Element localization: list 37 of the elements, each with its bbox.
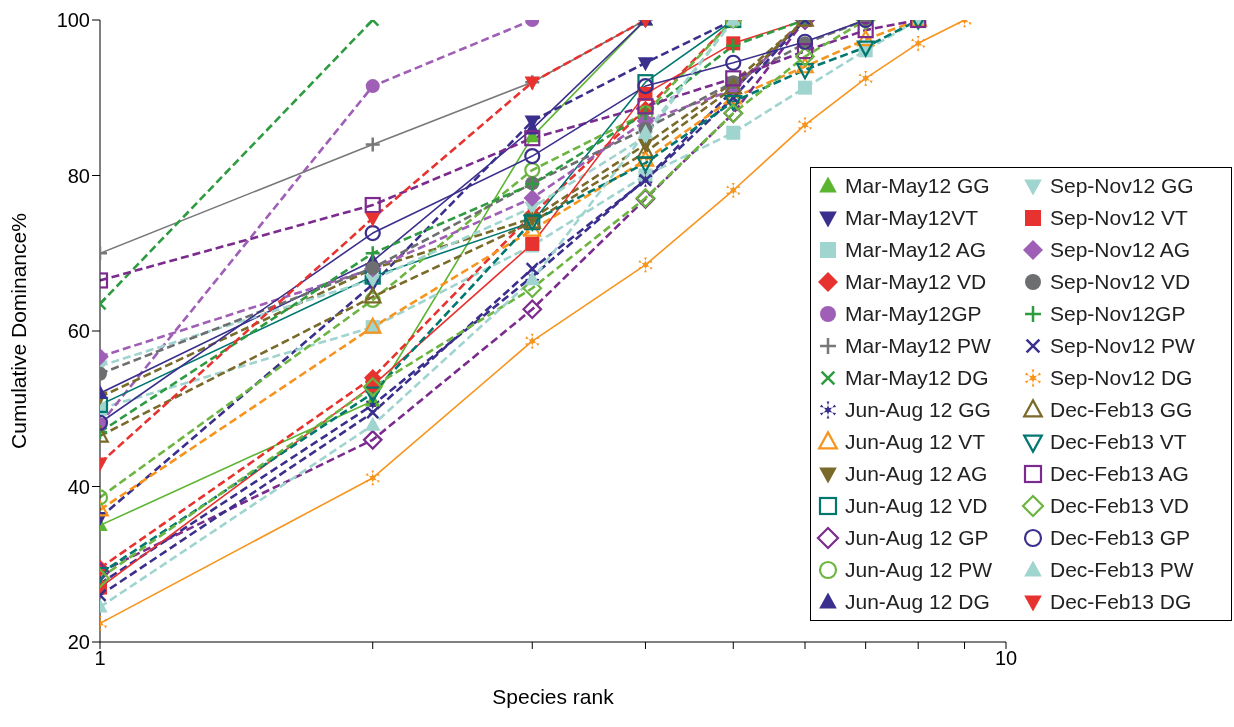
legend-label: Jun-Aug 12 GG [845, 398, 991, 422]
legend-label: Dec-Feb13 AG [1050, 462, 1189, 486]
legend-label: Sep-Nov12 VD [1050, 270, 1191, 294]
legend-label: Dec-Feb13 VD [1050, 494, 1189, 518]
y-tick-label: 60 [67, 320, 90, 343]
legend-label: Sep-Nov12 VT [1050, 206, 1188, 230]
legend-label: Dec-Feb13 GP [1050, 526, 1191, 550]
y-axis-title: Cumulative Dominance% [7, 213, 30, 449]
x-tick-label: 1 [94, 647, 106, 670]
legend-label: Jun-Aug 12 AG [845, 462, 988, 486]
legend-label: Jun-Aug 12 DG [845, 590, 990, 614]
legend-label: Sep-Nov12 PW [1050, 334, 1195, 358]
legend-label: Dec-Feb13 GG [1050, 398, 1193, 422]
y-tick-label: 100 [56, 9, 90, 32]
x-tick-label: 10 [994, 647, 1018, 670]
legend-label: Dec-Feb13 PW [1050, 558, 1194, 582]
y-tick-label: 20 [67, 631, 90, 654]
legend-label: Mar-May12VT [845, 206, 979, 230]
legend-label: Mar-May12GP [845, 302, 982, 326]
legend-label: Jun-Aug 12 PW [845, 558, 993, 582]
legend-label: Sep-Nov12GP [1050, 302, 1186, 326]
legend-label: Mar-May12 GG [845, 174, 990, 198]
y-tick-label: 40 [67, 475, 90, 498]
y-tick-label: 80 [67, 164, 90, 187]
legend-label: Mar-May12 AG [845, 238, 987, 262]
legend-label: Dec-Feb13 DG [1050, 590, 1192, 614]
legend-label: Dec-Feb13 VT [1050, 430, 1187, 454]
legend-label: Jun-Aug 12 GP [845, 526, 989, 550]
legend-label: Mar-May12 PW [845, 334, 991, 358]
x-axis-title: Species rank [492, 685, 615, 708]
legend-label: Sep-Nov12 DG [1050, 366, 1193, 390]
legend-label: Sep-Nov12 AG [1050, 238, 1191, 262]
legend-label: Mar-May12 DG [845, 366, 989, 390]
legend-label: Jun-Aug 12 VD [845, 494, 988, 518]
legend-label: Jun-Aug 12 VT [845, 430, 986, 454]
legend-label: Mar-May12 VD [845, 270, 987, 294]
legend-label: Sep-Nov12 GG [1050, 174, 1194, 198]
